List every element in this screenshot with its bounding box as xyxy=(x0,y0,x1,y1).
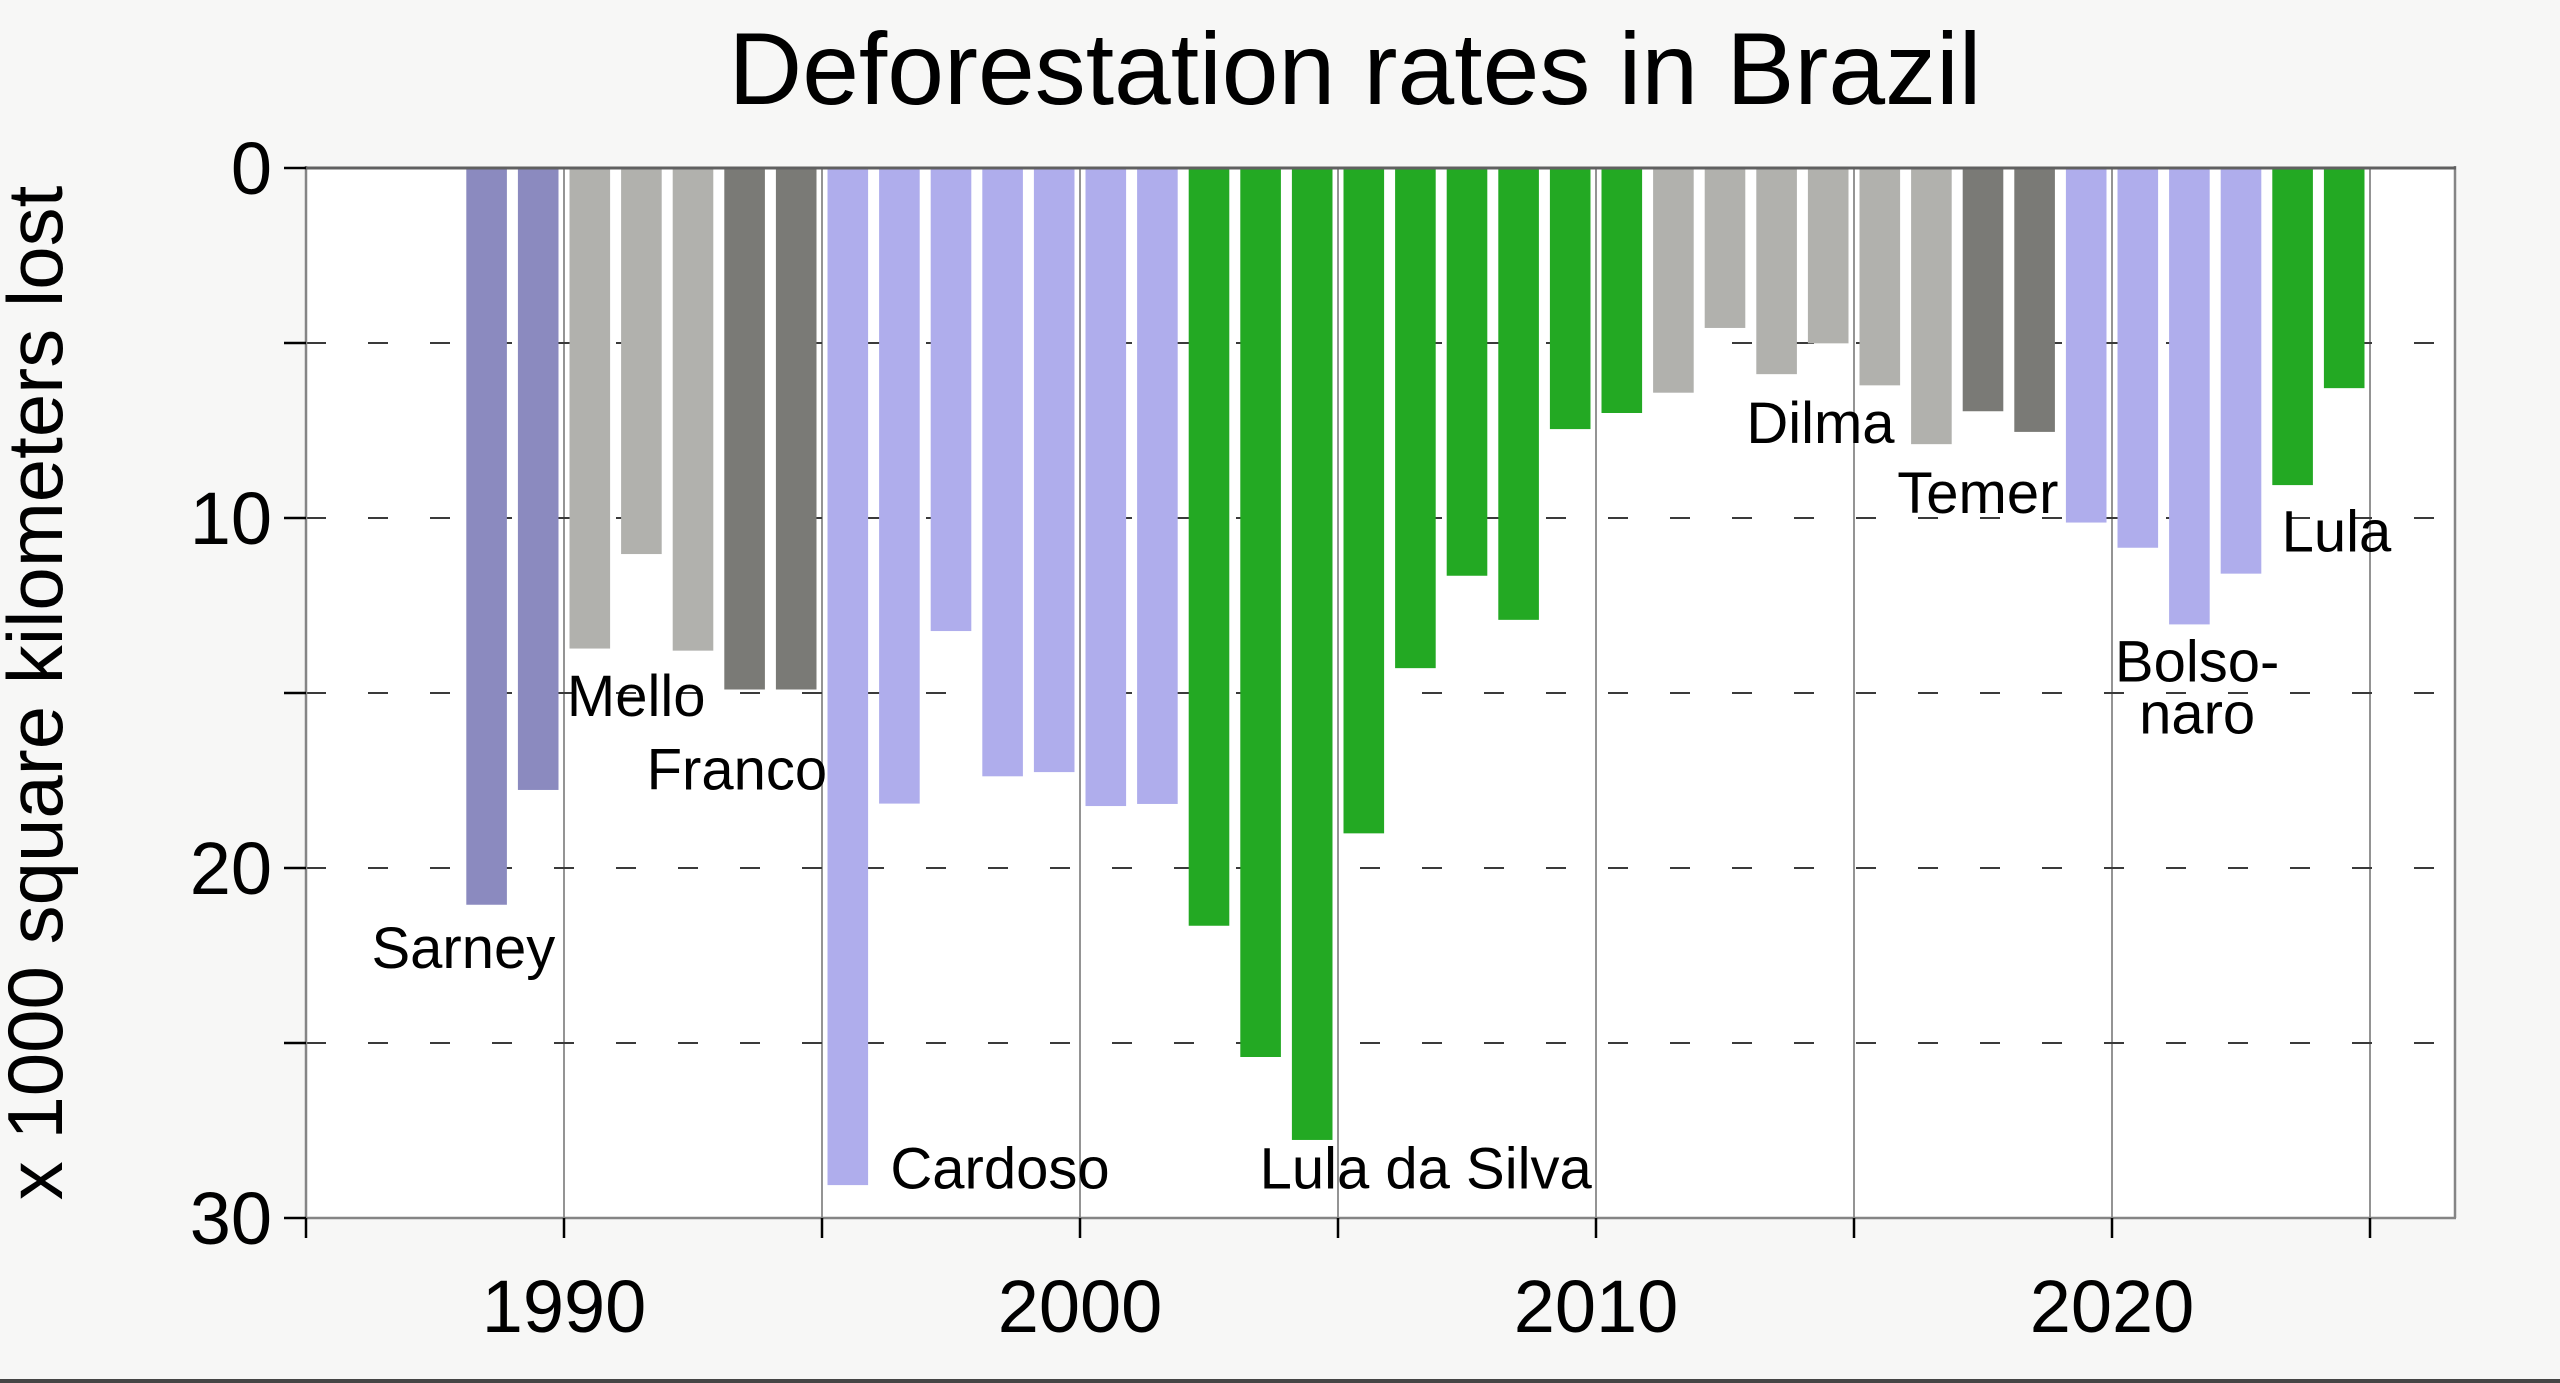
bar-2007-lula-da-silva xyxy=(1446,168,1488,576)
bar-2012-dilma xyxy=(1704,168,1746,328)
y-tick-label-20: 20 xyxy=(190,827,272,910)
president-label-lula: Lula xyxy=(2282,500,2392,565)
bar-2009-lula-da-silva xyxy=(1549,168,1591,430)
bar-1991-mello xyxy=(621,168,662,555)
bar-1994-franco xyxy=(775,168,817,690)
chart-title: Deforestation rates in Brazil xyxy=(729,12,1982,126)
bar-1999-cardoso xyxy=(1033,168,1075,773)
bar-2005-lula-da-silva xyxy=(1343,168,1385,834)
president-label-lula-da-silva: Lula da Silva xyxy=(1260,1137,1593,1202)
president-label-temer: Temer xyxy=(1897,461,2058,526)
bar-1996-cardoso xyxy=(879,168,920,804)
x-tick-label-2000: 2000 xyxy=(998,1265,1163,1348)
bar-2006-lula-da-silva xyxy=(1395,168,1436,669)
bar-2013-dilma xyxy=(1756,168,1797,375)
bar-2022-bolsonaro xyxy=(2220,168,2262,574)
bar-2017-temer xyxy=(1962,168,2004,412)
bar-1998-cardoso xyxy=(982,168,1023,777)
bar-1997-cardoso xyxy=(930,168,972,632)
bottom-border-line xyxy=(0,1379,2560,1383)
bar-1995-cardoso xyxy=(827,168,869,1186)
bar-2019-bolsonaro xyxy=(2065,168,2107,523)
bar-2018-temer xyxy=(2014,168,2055,432)
president-label-bolso-naro: Bolso- xyxy=(2115,630,2279,695)
president-label-cardoso: Cardoso xyxy=(890,1137,1109,1202)
bar-1988-sarney xyxy=(466,168,507,905)
y-axis-label: x 1000 square kilometers lost xyxy=(0,185,79,1200)
axis-tick-marks xyxy=(284,166,2372,1238)
bar-2002-lula-da-silva xyxy=(1188,168,1230,926)
bar-1990-mello xyxy=(569,168,611,649)
bar-2000-cardoso xyxy=(1085,168,1127,807)
president-label-franco: Franco xyxy=(647,738,828,803)
president-label-dilma: Dilma xyxy=(1746,391,1895,456)
bar-2023-lula xyxy=(2272,168,2313,486)
y-tick-label-0: 0 xyxy=(231,127,272,210)
bar-2024-lula xyxy=(2323,168,2365,389)
bar-2001-cardoso xyxy=(1137,168,1178,804)
bar-2011-dilma xyxy=(1653,168,1694,393)
bar-series xyxy=(466,168,2365,1186)
bar-1992-mello xyxy=(672,168,714,651)
president-label-sarney: Sarney xyxy=(371,916,555,981)
bar-2020-bolsonaro xyxy=(2117,168,2159,548)
bar-2004-lula-da-silva xyxy=(1291,168,1333,1140)
x-tick-label-2010: 2010 xyxy=(1514,1265,1679,1348)
president-label-bolso-naro: naro xyxy=(2139,682,2255,747)
bar-2008-lula-da-silva xyxy=(1498,168,1539,620)
y-axis-tick-labels: 0 10 20 30 xyxy=(190,127,272,1260)
x-tick-label-1990: 1990 xyxy=(482,1265,647,1348)
bar-2015-dilma xyxy=(1859,168,1901,386)
president-labels: Sarney Mello Franco Cardoso Lula da Silva Dil… xyxy=(371,391,2392,1202)
y-tick-label-10: 10 xyxy=(190,477,272,560)
bar-2003-lula-da-silva xyxy=(1240,168,1281,1057)
bar-1993-franco xyxy=(724,168,765,690)
bar-1989-sarney xyxy=(517,168,559,790)
y-tick-label-30: 30 xyxy=(190,1177,272,1260)
x-tick-label-2020: 2020 xyxy=(2030,1265,2195,1348)
x-axis-tick-labels: 1990 2000 2010 2020 xyxy=(482,1265,2195,1348)
bar-2010-lula-da-silva xyxy=(1601,168,1643,413)
bar-2014-dilma xyxy=(1807,168,1849,344)
bar-2021-bolsonaro xyxy=(2169,168,2210,625)
bar-2016-dilma xyxy=(1911,168,1952,445)
president-label-mello: Mello xyxy=(567,664,706,729)
